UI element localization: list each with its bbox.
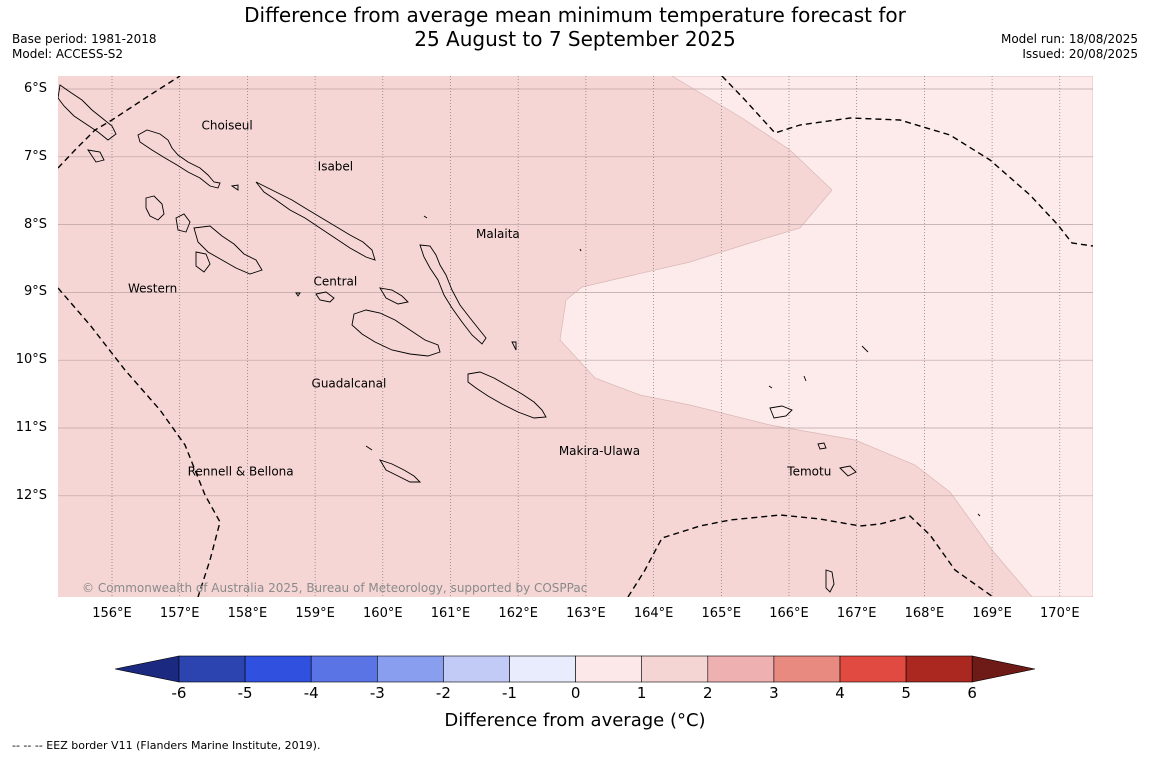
map-area: Choiseul Isabel Malaita Western Central Guada…	[58, 76, 1093, 597]
province-label: Guadalcanal	[312, 376, 387, 390]
colorbar-bin	[839, 655, 907, 683]
colorbar-tick-label: -6	[171, 684, 187, 702]
longitude-label: 170°E	[1040, 606, 1080, 621]
colorbar-tick-label: 4	[835, 684, 845, 702]
province-label: Makira-Ulawa	[559, 444, 640, 458]
coastlines	[58, 84, 981, 593]
longitude-label: 162°E	[498, 606, 538, 621]
longitude-label: 167°E	[836, 606, 877, 621]
colorbar-tick-label: -2	[435, 684, 451, 702]
colorbar-tick-label: 3	[769, 684, 779, 702]
colorbar-bin	[641, 655, 709, 683]
colorbar-tick-label: 1	[636, 684, 647, 702]
longitude-label: 159°E	[295, 606, 335, 621]
longitude-label: 163°E	[566, 606, 606, 621]
colorbar-tick-label: 2	[703, 684, 713, 702]
latitude-label: 10°S	[15, 352, 47, 368]
colorbar-label: Difference from average (°C)	[444, 710, 706, 731]
copyright-notice: © Commonwealth of Australia 2025, Bureau…	[82, 581, 587, 595]
title-line-2: 25 August to 7 September 2025	[414, 27, 736, 51]
colorbar-tick-label: -3	[369, 684, 385, 702]
colorbar-bin	[178, 655, 246, 683]
latitude-label: 9°S	[23, 284, 47, 300]
latitude-label: 12°S	[15, 487, 47, 503]
issued-date: Issued: 20/08/2025	[1022, 47, 1138, 61]
province-label: Central	[314, 275, 358, 289]
colorbar-tick-label: 6	[967, 684, 977, 702]
colorbar-bin	[244, 655, 312, 683]
province-label: Western	[128, 281, 177, 295]
colorbar-bin	[509, 655, 576, 683]
model-run: Model run: 18/08/2025	[1000, 32, 1138, 46]
province-labels: Choiseul Isabel Malaita Western Central Guada…	[128, 119, 831, 479]
metadata-left: Base period: 1981-2018 Model: ACCESS-S2	[12, 32, 157, 62]
latitude-label: 11°S	[15, 420, 47, 435]
colorbar-tick-label: -4	[303, 684, 319, 702]
colorbar-tick-label: 0	[570, 684, 581, 702]
province-label: Rennell & Bellona	[188, 464, 294, 478]
longitude-label: 166°E	[769, 606, 809, 621]
longitude-label: 157°E	[159, 606, 200, 621]
longitude-label: 161°E	[430, 606, 471, 621]
longitude-label: 160°E	[363, 606, 403, 621]
title-line-1: Difference from average mean minimum tem…	[244, 3, 906, 27]
colorbar-bin	[376, 655, 444, 683]
longitude-label: 156°E	[92, 606, 132, 621]
latitude-label: 6°S	[23, 81, 47, 96]
colorbar-tick-label: 5	[901, 684, 911, 702]
longitude-label: 165°E	[701, 606, 742, 621]
colorbar-bin	[905, 655, 973, 683]
longitude-label: 158°E	[227, 606, 268, 621]
eez-border	[58, 76, 1093, 597]
province-label: Malaita	[476, 227, 520, 241]
latitude-label: 8°S	[23, 216, 47, 232]
colorbar-bin	[443, 655, 510, 683]
colorbar-bin	[707, 655, 775, 683]
colorbar-bin	[773, 655, 841, 683]
colorbar-extend-min	[114, 655, 180, 683]
province-label: Isabel	[318, 159, 353, 173]
model-name: Model: ACCESS-S2	[12, 47, 124, 61]
province-label: Temotu	[786, 464, 831, 478]
map-title: Difference from average mean minimum tem…	[0, 3, 1150, 51]
anomaly-zone-0-to-1	[559, 76, 1093, 597]
longitude-label: 169°E	[972, 606, 1012, 621]
colorbar-tick-label: -1	[502, 684, 517, 702]
metadata-right: Model run: 18/08/2025 Issued: 20/08/2025	[1001, 32, 1138, 62]
colorbar-bin	[575, 655, 642, 683]
longitude-label: 168°E	[904, 606, 945, 621]
colorbar-bin	[310, 655, 378, 683]
eez-footnote: -- -- -- EEZ border V11 (Flanders Marine…	[12, 739, 321, 752]
graticule	[58, 76, 1093, 597]
colorbar	[114, 655, 1036, 683]
province-label: Choiseul	[201, 119, 252, 133]
longitude-label: 164°E	[633, 606, 674, 621]
latitude-label: 7°S	[23, 148, 47, 164]
colorbar-extend-max	[971, 655, 1036, 683]
base-period: Base period: 1981-2018	[12, 32, 157, 46]
colorbar-tick-label: -5	[237, 684, 253, 702]
